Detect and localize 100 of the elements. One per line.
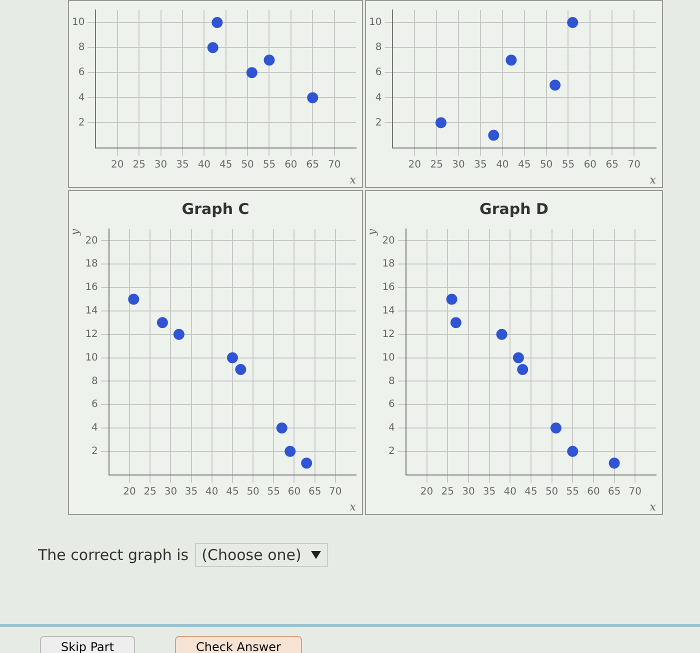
y-tick-label: 2: [388, 446, 395, 457]
y-tick-label: 14: [85, 306, 98, 317]
y-tick-label: 8: [92, 376, 98, 387]
y-tick-label: 6: [78, 67, 85, 78]
point: [567, 446, 578, 457]
x-tick-label: 40: [504, 486, 516, 498]
x-tick-label: 20: [408, 159, 422, 170]
x-axis-title: x: [350, 500, 357, 514]
point: [276, 422, 288, 434]
x-tick-label: 25: [430, 159, 443, 170]
y-tick-label: 18: [382, 258, 395, 270]
point: [212, 17, 223, 28]
x-tick-label: 70: [628, 159, 640, 170]
x-tick-label: 40: [206, 486, 218, 498]
point: [435, 117, 446, 128]
y-tick-label: 6: [375, 67, 382, 78]
button: Check Answer: [175, 636, 302, 653]
y-tick-label: 8: [375, 42, 382, 54]
point: [506, 54, 517, 66]
y-tick-label: 12: [382, 328, 395, 340]
x-tick-label: 55: [262, 159, 276, 170]
y-tick-label: 2: [92, 446, 98, 457]
x-tick-label: 45: [518, 159, 531, 170]
point: [235, 364, 246, 375]
y-tick-label: 14: [382, 306, 395, 317]
y-tick-label: 10: [382, 352, 395, 364]
y-tick-label: 2: [78, 117, 85, 128]
x-tick-label: 35: [474, 159, 487, 170]
x-tick-label: 65: [306, 159, 319, 170]
y-tick-label: 20: [382, 235, 395, 246]
x-tick-label: 45: [524, 486, 538, 498]
x-tick-label: 65: [308, 486, 322, 498]
point: [207, 42, 218, 54]
x-tick-label: 55: [566, 486, 580, 498]
y-tick-label: 16: [382, 282, 395, 294]
point: [450, 317, 462, 328]
x-tick-label: 55: [267, 486, 280, 498]
y-axis-title: y: [68, 228, 82, 236]
chart-title: Graph C: [182, 200, 250, 218]
point: [226, 352, 238, 364]
x-axis-title: x: [350, 173, 357, 186]
point: [156, 317, 168, 328]
dropdown: (Choose one): [194, 543, 328, 567]
y-tick-label: 4: [388, 422, 395, 434]
x-tick-label: 60: [587, 486, 600, 498]
x-tick-label: 60: [284, 159, 298, 170]
x-tick-label: 40: [198, 159, 211, 170]
y-tick-label: 10: [72, 17, 85, 28]
x-tick-label: 25: [144, 486, 156, 498]
x-tick-label: 35: [482, 486, 496, 498]
x-tick-label: 65: [608, 486, 621, 498]
y-tick-label: 12: [85, 328, 98, 340]
y-tick-label: 8: [388, 376, 395, 387]
y-tick-label: 4: [375, 92, 382, 104]
y-tick-label: 16: [85, 282, 98, 294]
x-tick-label: 55: [562, 159, 575, 170]
point: [488, 130, 500, 141]
point: [173, 328, 184, 340]
y-axis-title: y: [365, 228, 378, 236]
point: [512, 352, 524, 364]
x-tick-label: 20: [420, 486, 434, 498]
x-tick-label: 50: [540, 159, 553, 170]
x-tick-label: 25: [132, 159, 146, 170]
x-tick-label: 50: [246, 486, 260, 498]
y-tick-label: 4: [92, 422, 98, 434]
text: The correct graph is: [38, 546, 189, 564]
x-tick-label: 20: [111, 159, 124, 170]
y-tick-label: 10: [85, 352, 98, 364]
point: [264, 54, 275, 66]
x-tick-label: 45: [226, 486, 239, 498]
x-tick-label: 30: [452, 159, 465, 170]
point: [301, 458, 312, 469]
x-tick-label: 30: [154, 159, 168, 170]
x-tick-label: 25: [441, 486, 454, 498]
x-tick-label: 45: [219, 159, 232, 170]
y-tick-label: 20: [85, 235, 98, 246]
point: [246, 67, 258, 78]
y-tick-label: 2: [375, 117, 382, 128]
x-tick-label: 30: [462, 486, 475, 498]
y-tick-label: 18: [85, 258, 98, 270]
point: [608, 458, 620, 469]
chart-title: Graph D: [480, 200, 548, 218]
x-tick-label: 60: [288, 486, 301, 498]
point: [550, 422, 562, 434]
x-tick-label: 20: [123, 486, 136, 498]
x-tick-label: 65: [606, 159, 618, 170]
y-tick-label: 4: [78, 92, 85, 104]
point: [446, 294, 458, 305]
x-tick-label: 35: [184, 486, 198, 498]
x-tick-label: 40: [496, 159, 509, 170]
point: [307, 92, 318, 104]
y-tick-label: 6: [388, 399, 395, 410]
point: [284, 446, 296, 457]
x-tick-label: 35: [176, 159, 189, 170]
y-tick-label: 10: [368, 17, 382, 28]
point: [550, 80, 561, 91]
y-tick-label: 6: [92, 399, 98, 410]
point: [496, 328, 508, 340]
y-tick-label: 8: [78, 42, 85, 54]
point: [517, 364, 528, 375]
